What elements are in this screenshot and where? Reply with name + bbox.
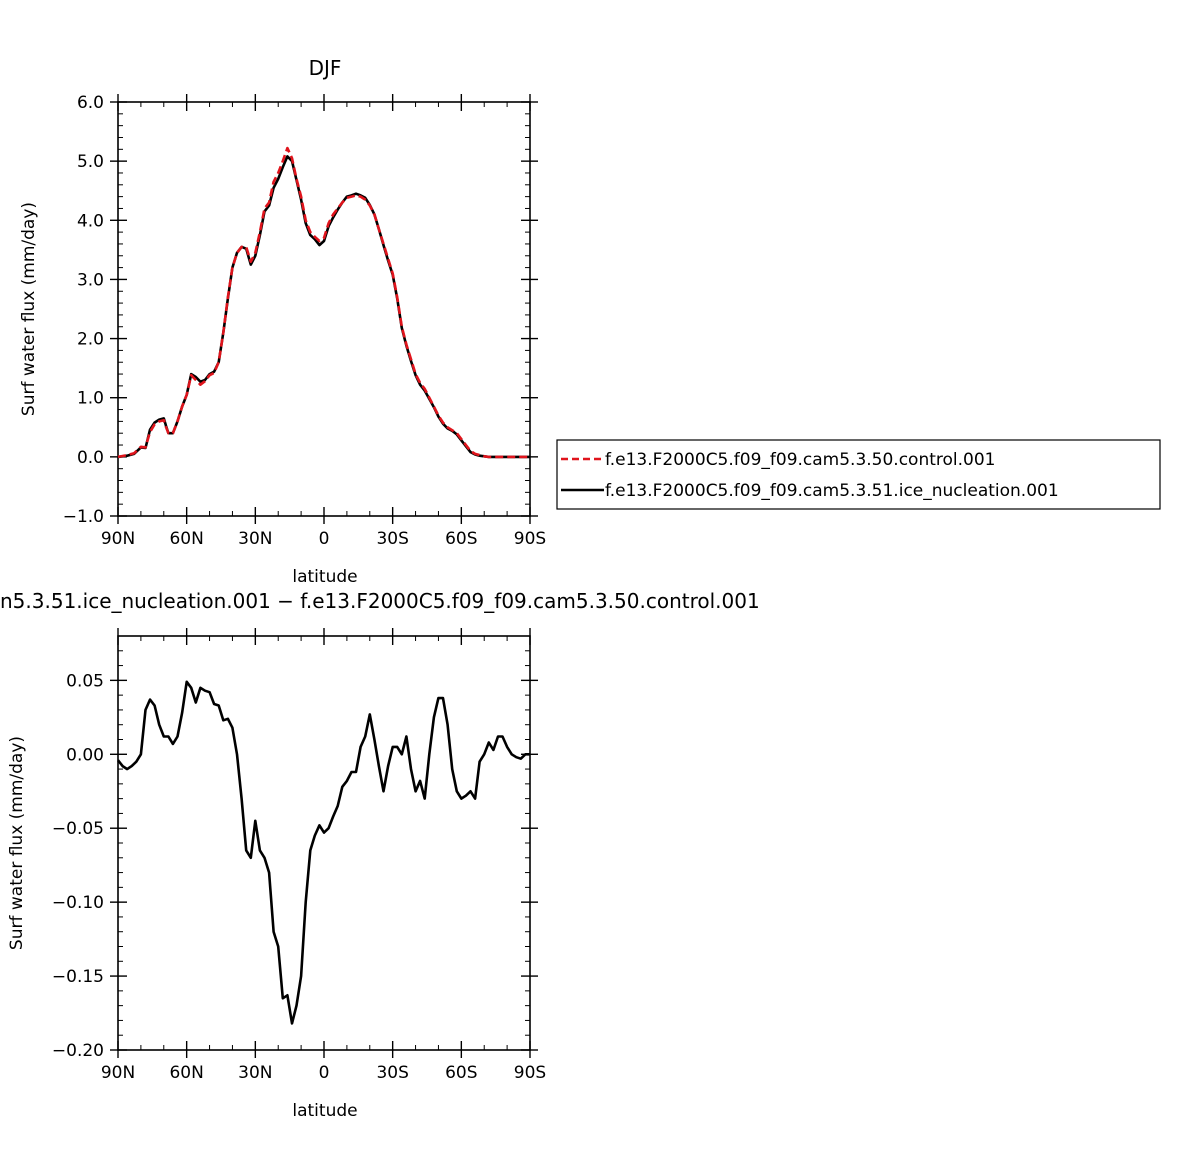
bottom-y-tick-label: 0.05	[66, 671, 104, 691]
bottom-axis-ticks	[110, 628, 538, 1058]
bottom-panel: n5.3.51.ice_nucleation.001 − f.e13.F2000…	[0, 589, 760, 1121]
bottom-y-tick-labels: −0.20 −0.15 −0.10 −0.05 0.00 0.05	[52, 671, 104, 1061]
top-y-tick-label: 6.0	[77, 93, 104, 113]
top-x-tick-labels: 90N 60N 30N 0 30S 60S 90S	[101, 529, 546, 549]
bottom-x-axis-title: latitude	[292, 1101, 357, 1121]
top-x-tick-label: 60N	[169, 529, 203, 549]
top-y-tick-labels: −1.0 0.0 1.0 2.0 3.0 4.0 5.0 6.0	[63, 93, 104, 527]
bottom-y-tick-label: −0.05	[52, 819, 104, 839]
bottom-y-axis-title: Surf water flux (mm/day)	[7, 736, 27, 950]
bottom-x-tick-label: 90N	[101, 1063, 135, 1083]
top-y-tick-label: −1.0	[63, 507, 104, 527]
top-y-tick-label: 3.0	[77, 270, 104, 290]
bottom-series-group	[116, 680, 530, 1025]
bottom-x-tick-label: 30S	[376, 1063, 408, 1083]
top-x-axis-title: latitude	[292, 567, 357, 587]
top-x-tick-label: 30S	[376, 529, 408, 549]
top-y-tick-label: 0.0	[77, 448, 104, 468]
bottom-x-tick-label: 60S	[445, 1063, 477, 1083]
bottom-x-tick-label: 0	[319, 1063, 330, 1083]
top-y-tick-label: 2.0	[77, 330, 104, 350]
legend-label-control: f.e13.F2000C5.f09_f09.cam5.3.50.control.…	[605, 450, 996, 470]
top-x-tick-label: 90N	[101, 529, 135, 549]
top-series-ice-nucleation-line	[117, 155, 530, 459]
legend-label-ice-nucleation: f.e13.F2000C5.f09_f09.cam5.3.51.ice_nucl…	[605, 481, 1059, 501]
bottom-x-tick-label: 30N	[238, 1063, 272, 1083]
legend-box	[556, 439, 1161, 510]
top-plot-frame	[117, 101, 531, 517]
bottom-x-tick-labels: 90N 60N 30N 0 30S 60S 90S	[101, 1063, 546, 1083]
top-y-tick-label: 4.0	[77, 211, 104, 231]
bottom-chart-title: n5.3.51.ice_nucleation.001 − f.e13.F2000…	[0, 589, 760, 613]
bottom-y-tick-label: −0.10	[52, 893, 104, 913]
top-y-tick-label: 5.0	[77, 152, 104, 172]
top-x-tick-label: 90S	[514, 529, 546, 549]
top-panel: DJF 90N 60N 30N 0 30S 60S 90S −1.0 0.0 1.0 2.0 3.0…	[19, 56, 546, 587]
top-series-group	[117, 146, 530, 459]
bottom-series-difference-line	[116, 680, 530, 1025]
top-x-tick-label: 30N	[238, 529, 272, 549]
top-y-tick-label: 1.0	[77, 389, 104, 409]
legend: f.e13.F2000C5.f09_f09.cam5.3.50.control.…	[556, 439, 1161, 510]
top-x-tick-label: 0	[319, 529, 330, 549]
top-y-axis-title: Surf water flux (mm/day)	[19, 202, 39, 416]
top-x-tick-label: 60S	[445, 529, 477, 549]
top-chart-title: DJF	[309, 56, 342, 80]
bottom-y-tick-label: −0.20	[52, 1041, 104, 1061]
bottom-x-tick-label: 60N	[169, 1063, 203, 1083]
bottom-y-tick-label: 0.00	[66, 745, 104, 765]
bottom-plot-frame	[117, 635, 531, 1051]
bottom-x-tick-label: 90S	[514, 1063, 546, 1083]
top-axis-ticks	[110, 94, 538, 524]
bottom-y-tick-label: −0.15	[52, 967, 104, 987]
